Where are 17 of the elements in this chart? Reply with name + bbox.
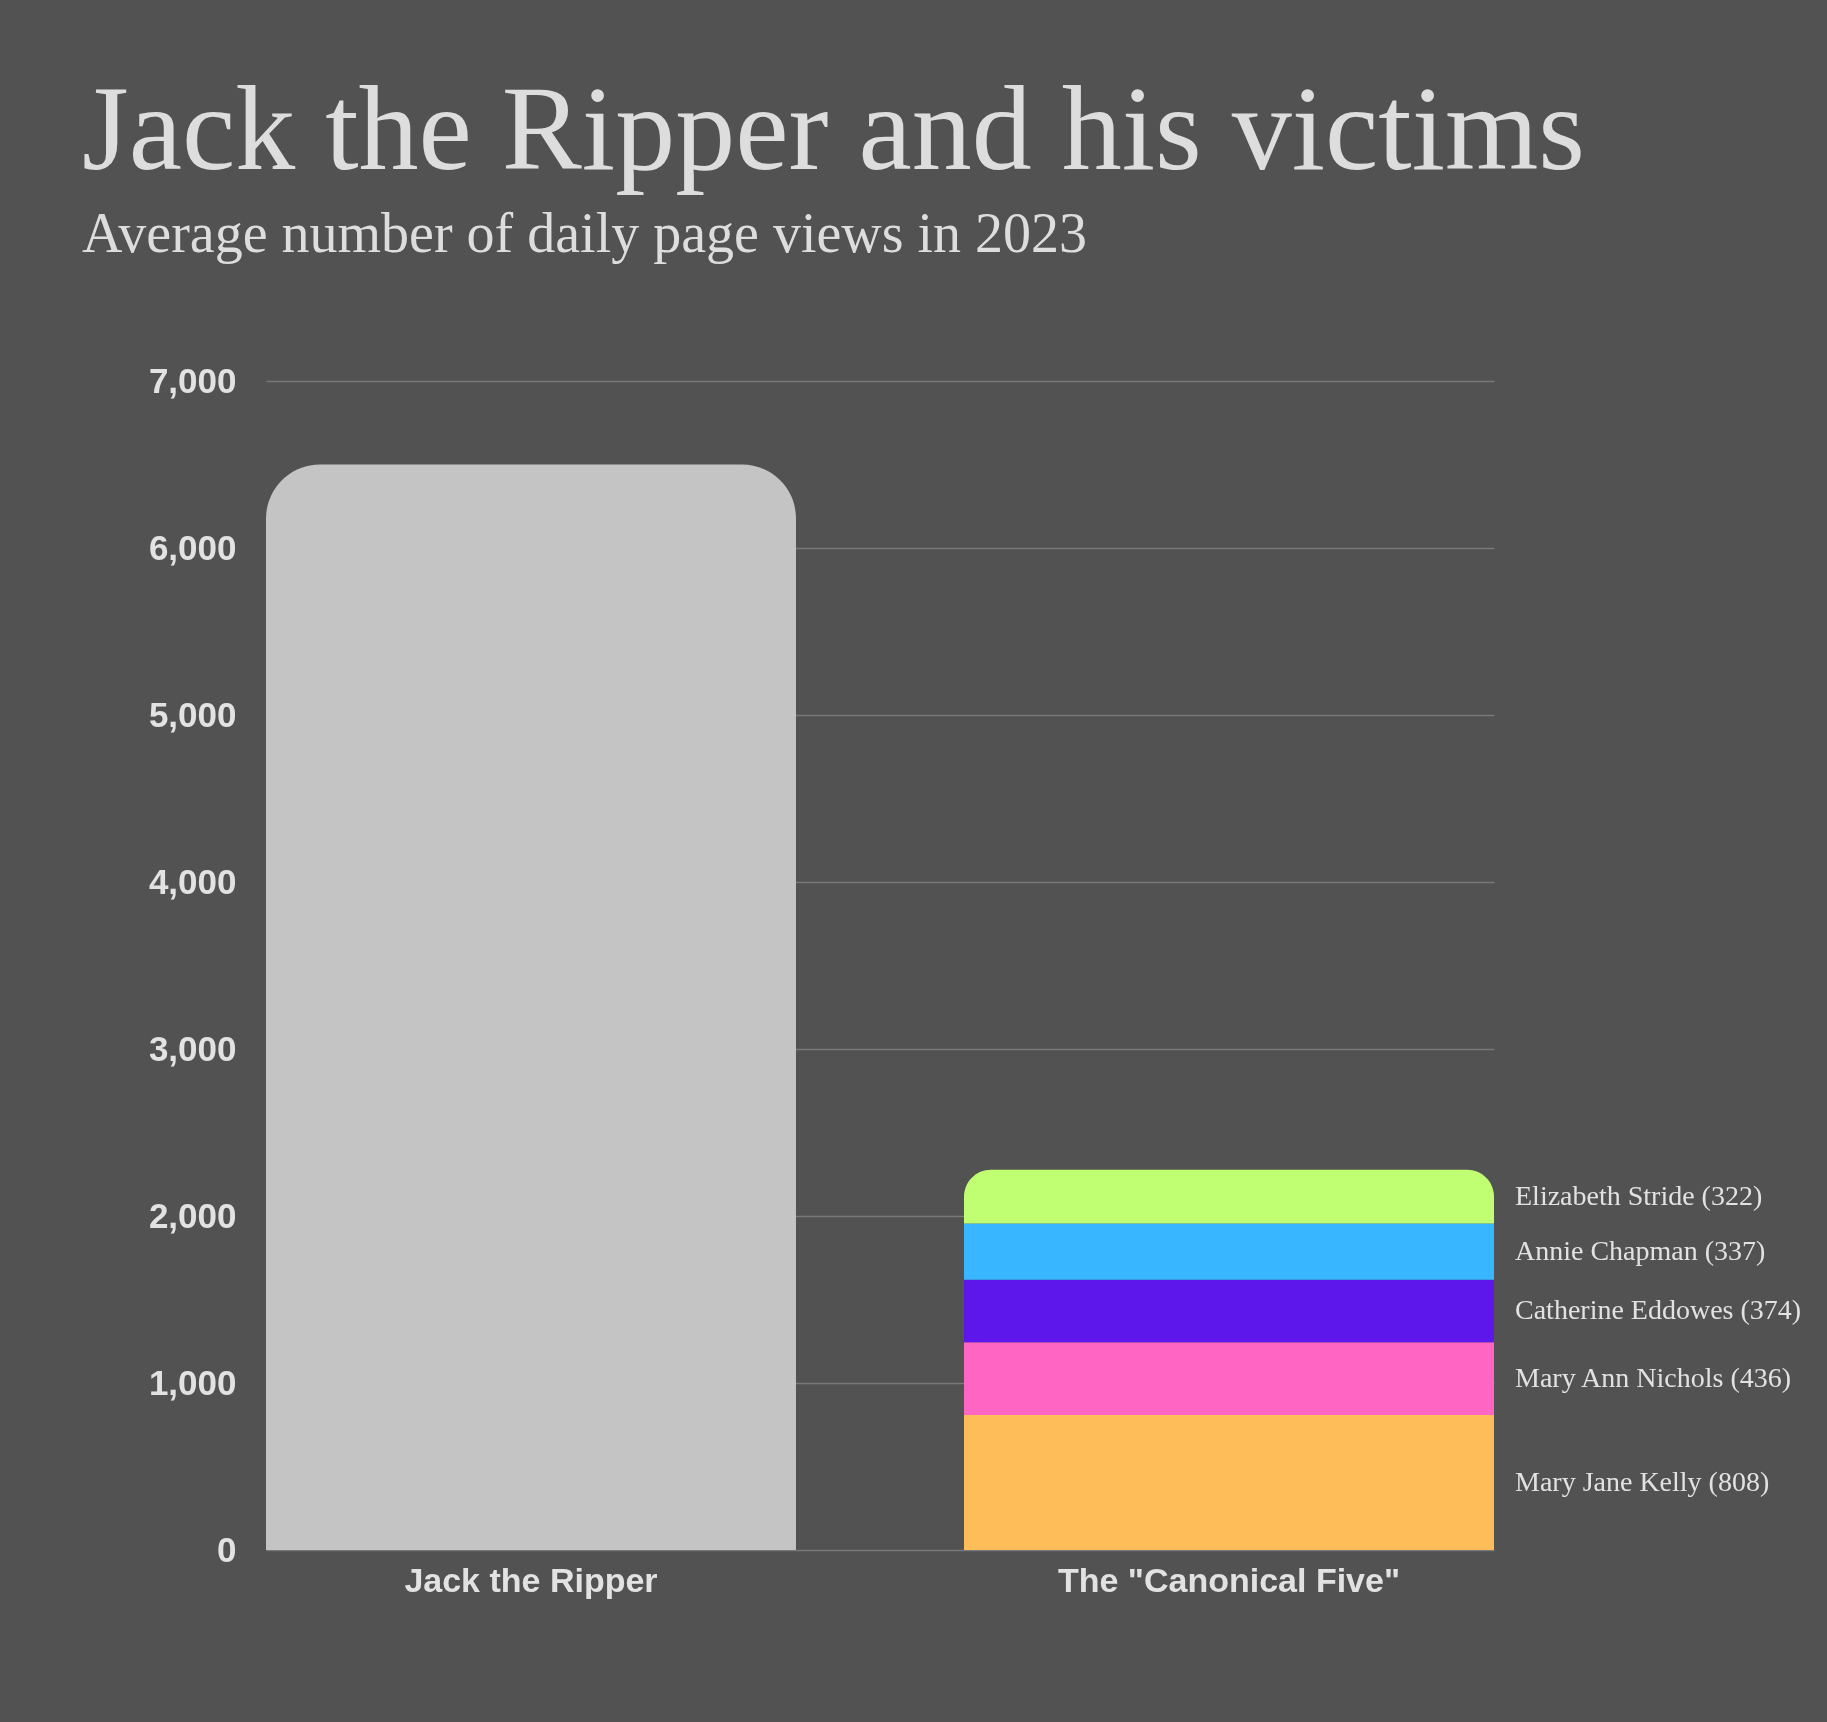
y-tick-label: 0 [217, 1529, 237, 1569]
y-tick-label: 2,000 [148, 1195, 237, 1235]
y-tick-label: 6,000 [148, 527, 237, 567]
x-tick-label: Jack the Ripper [404, 1560, 658, 1599]
y-tick-label: 1,000 [148, 1362, 237, 1402]
text: Elizabeth Stride (322) [1515, 1179, 1763, 1211]
y-tick-label: 5,000 [148, 694, 237, 734]
y-tick-label: 7,000 [148, 360, 237, 400]
text: Mary Jane Kelly (808) [1515, 1465, 1770, 1497]
text: Annie Chapman (337) [1515, 1234, 1766, 1266]
text: Mary Ann Nichols (436) [1515, 1361, 1792, 1393]
chart-subtitle: Average number of daily page views in 2023 [82, 202, 1088, 264]
y-tick-label: 3,000 [148, 1028, 237, 1068]
y-tick-label: 4,000 [148, 861, 237, 901]
text: Catherine Eddowes (374) [1515, 1294, 1802, 1326]
x-tick-label: The "Canonical Five" [1057, 1560, 1401, 1599]
chart-title: Jack the Ripper and his victims [82, 62, 1586, 195]
